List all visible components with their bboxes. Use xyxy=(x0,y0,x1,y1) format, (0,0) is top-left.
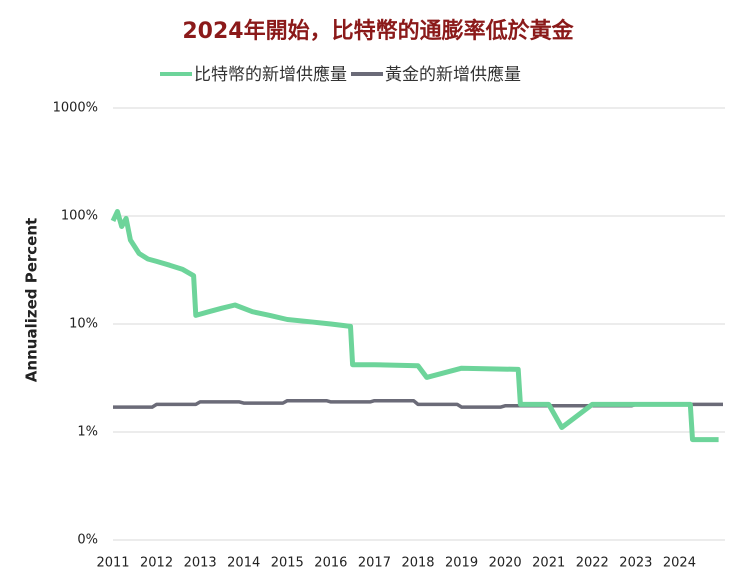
y-tick-label: 100% xyxy=(61,209,98,224)
y-tick-label: 10% xyxy=(69,317,98,332)
x-tick-label: 2019 xyxy=(445,556,478,571)
x-tick-label: 2015 xyxy=(271,556,304,571)
legend-label: 黃金的新增供應量 xyxy=(385,64,521,85)
x-tick-label: 2020 xyxy=(489,556,522,571)
x-tick-label: 2017 xyxy=(358,556,391,571)
x-tick-label: 2023 xyxy=(619,556,652,571)
series-line xyxy=(110,209,719,443)
x-tick-label: 2016 xyxy=(314,556,347,571)
grid: 0% 1% 10% 100% 1000% 2011 2012 2013 2014 2015 2016… xyxy=(53,101,725,571)
x-tick-label: 2021 xyxy=(532,556,565,571)
x-tick-label: 2018 xyxy=(401,556,434,571)
y-tick-label: 1% xyxy=(77,425,98,440)
chart-title: 2024年開始，比特幣的通膨率低於黃金 xyxy=(182,18,574,44)
legend: 比特幣的新增供應量 黃金的新增供應量 xyxy=(160,64,521,85)
x-tick-label: 2013 xyxy=(184,556,217,571)
y-axis-label: Annualized Percent xyxy=(23,218,41,382)
series-line xyxy=(113,398,723,409)
y-tick-label: 0% xyxy=(77,533,98,548)
title-box xyxy=(148,14,608,48)
x-tick-label: 2022 xyxy=(576,556,609,571)
plot xyxy=(110,209,723,443)
legend-label: 比特幣的新增供應量 xyxy=(194,64,347,85)
x-tick-label: 2014 xyxy=(227,556,260,571)
x-tick-label: 2011 xyxy=(96,556,129,571)
x-tick-label: 2024 xyxy=(663,556,696,571)
y-tick-label: 1000% xyxy=(53,101,98,116)
x-tick-label: 2012 xyxy=(140,556,173,571)
